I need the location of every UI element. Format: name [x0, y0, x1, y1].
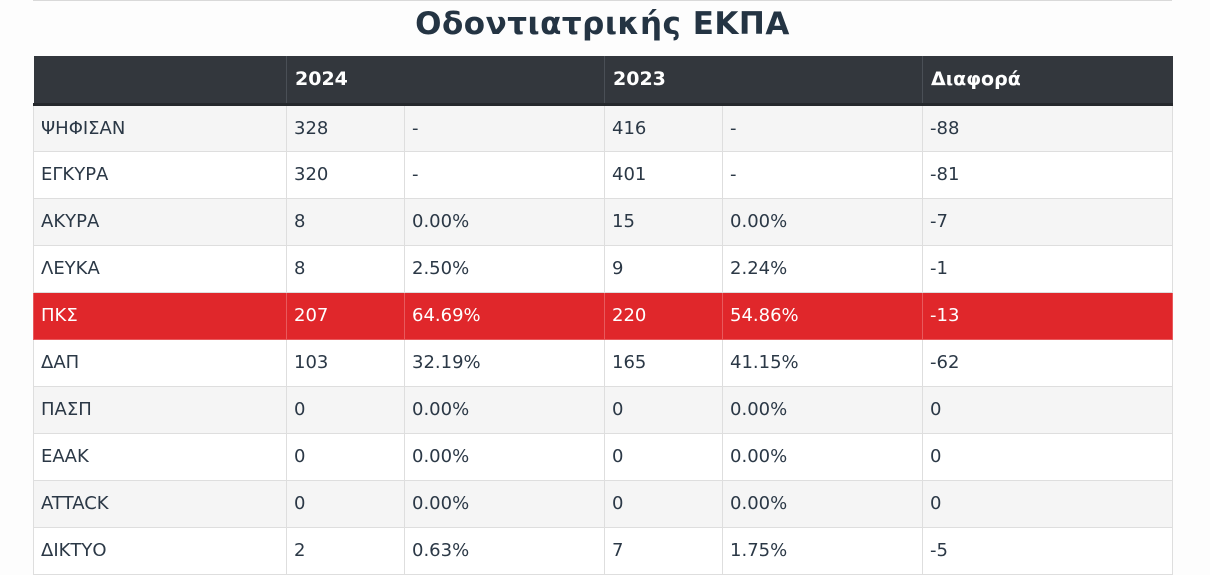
difference: -1 [922, 244, 1174, 293]
percent-2024: 2.50% [403, 244, 606, 293]
difference: 0 [922, 432, 1174, 481]
percent-2023: 54.86% [722, 291, 924, 340]
votes-2023: 220 [604, 291, 724, 340]
votes-2023: 0 [604, 385, 724, 434]
header-2023: 2023 [604, 56, 923, 106]
votes-2024: 320 [286, 150, 405, 199]
percent-2023: - [722, 150, 924, 199]
votes-2023: 401 [604, 150, 724, 199]
table-row: ΔΑΠ 103 32.19% 165 41.15% -62 [33, 338, 1174, 387]
table-row: ΕΓΚΥΡΑ 320 - 401 - -81 [33, 150, 1174, 199]
percent-2024: 0.00% [403, 197, 606, 246]
results-table: 2024 2023 Διαφορά ΨΗΦΙΣΑΝ 328 - 416 - -8… [33, 56, 1174, 575]
percent-2024: 0.00% [403, 432, 606, 481]
votes-2023: 0 [604, 432, 724, 481]
row-label: ΠΚΣ [33, 291, 287, 340]
row-label: ΨΗΦΙΣΑΝ [33, 103, 287, 152]
row-label: ΕΑΑΚ [33, 432, 287, 481]
votes-2024: 0 [286, 479, 405, 528]
table-row: ATTACK 0 0.00% 0 0.00% 0 [33, 479, 1174, 528]
row-label: ΔΑΠ [33, 338, 287, 387]
row-label: ATTACK [33, 479, 287, 528]
votes-2024: 0 [286, 385, 405, 434]
difference: -7 [922, 197, 1174, 246]
table-row: ΨΗΦΙΣΑΝ 328 - 416 - -88 [33, 103, 1174, 152]
table-row: ΑΚΥΡΑ 8 0.00% 15 0.00% -7 [33, 197, 1174, 246]
top-divider [33, 0, 1172, 1]
row-label: ΠΑΣΠ [33, 385, 287, 434]
table-row: ΠΑΣΠ 0 0.00% 0 0.00% 0 [33, 385, 1174, 434]
percent-2023: 0.00% [722, 197, 924, 246]
votes-2023: 416 [604, 103, 724, 152]
difference: -88 [922, 103, 1174, 152]
percent-2024: 0.00% [403, 385, 606, 434]
row-label: ΛΕΥΚΑ [33, 244, 287, 293]
percent-2023: 0.00% [722, 432, 924, 481]
percent-2024: - [403, 103, 606, 152]
difference: 0 [922, 479, 1174, 528]
votes-2024: 8 [286, 197, 405, 246]
percent-2023: - [722, 103, 924, 152]
percent-2023: 0.00% [722, 479, 924, 528]
percent-2024: 64.69% [403, 291, 606, 340]
percent-2023: 41.15% [722, 338, 924, 387]
header-2024: 2024 [285, 56, 605, 106]
percent-2023: 0.00% [722, 385, 924, 434]
difference: -13 [922, 291, 1174, 340]
header-difference: Διαφορά [922, 56, 1173, 106]
row-label: ΕΓΚΥΡΑ [33, 150, 287, 199]
votes-2023: 165 [604, 338, 724, 387]
table-row-highlighted: ΠΚΣ 207 64.69% 220 54.86% -13 [33, 291, 1174, 340]
votes-2024: 0 [286, 432, 405, 481]
votes-2023: 9 [604, 244, 724, 293]
table-row: ΕΑΑΚ 0 0.00% 0 0.00% 0 [33, 432, 1174, 481]
votes-2023: 0 [604, 479, 724, 528]
header-label-column [33, 56, 287, 106]
votes-2024: 103 [286, 338, 405, 387]
difference: -62 [922, 338, 1174, 387]
percent-2024: 32.19% [403, 338, 606, 387]
votes-2024: 8 [286, 244, 405, 293]
difference: 0 [922, 385, 1174, 434]
difference: -81 [922, 150, 1174, 199]
table-header-row: 2024 2023 Διαφορά [33, 56, 1173, 106]
row-label: ΑΚΥΡΑ [33, 197, 287, 246]
table-row: ΛΕΥΚΑ 8 2.50% 9 2.24% -1 [33, 244, 1174, 293]
votes-2023: 15 [604, 197, 724, 246]
votes-2024: 328 [286, 103, 405, 152]
percent-2024: 0.00% [403, 479, 606, 528]
percent-2024: - [403, 150, 606, 199]
percent-2023: 2.24% [722, 244, 924, 293]
page-title: Οδοντιατρικής ΕΚΠΑ [415, 6, 790, 42]
votes-2024: 207 [286, 291, 405, 340]
